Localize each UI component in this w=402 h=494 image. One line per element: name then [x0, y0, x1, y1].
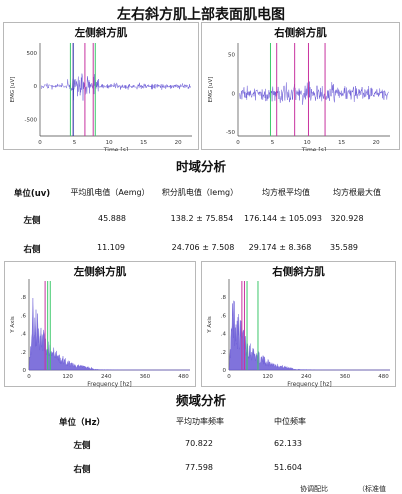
- emg-chart-left: 左侧斜方肌 0 5 10 15 20 500 0 -500 Time [s] EMG [uV]: [3, 22, 199, 151]
- tick-label: EMG [uV]: [208, 77, 214, 103]
- time-domain-heading: 时域分析: [175, 159, 226, 174]
- chart-title: 右侧斜方肌: [274, 27, 327, 39]
- table-cell: 138.2 ± 75.854: [170, 214, 234, 223]
- tick-label: 240: [101, 374, 112, 380]
- chart-title: 左侧斜方肌: [73, 266, 127, 278]
- tick-label: 120: [62, 374, 73, 380]
- tick-label: 15: [338, 140, 345, 146]
- spectrum-area: [28, 297, 190, 371]
- tick-label: 0: [23, 368, 27, 374]
- tick-label: .6: [21, 313, 27, 319]
- tick-label: .8: [21, 295, 27, 301]
- tick-label: Time [s]: [301, 147, 326, 151]
- table-header: 中位频率: [274, 417, 306, 426]
- tick-label: 360: [340, 374, 351, 380]
- page-title: 左右斜方肌上部表面肌电图: [117, 7, 285, 23]
- table-cell: 62.133: [274, 439, 302, 448]
- tick-label: .2: [21, 350, 26, 356]
- table-header: 均方根最大值: [333, 188, 381, 197]
- chart-title: 左侧斜方肌: [74, 27, 128, 39]
- tick-label: 0: [34, 84, 38, 90]
- spectrum-plot-right: 0 120 240 360 480 0 .2 .4 .6 .8 Frequency [hz] Y Ax…: [207, 279, 390, 388]
- chart-title: 右侧斜方肌: [272, 266, 325, 278]
- tick-label: .8: [221, 295, 227, 301]
- table-cell: 11.109: [97, 243, 125, 252]
- emg-chart-right: 右侧斜方肌 0 5 10 15 20 50 0 -50 Time [s] EMG [uV]: [201, 22, 400, 151]
- tick-label: Y Axis: [10, 316, 16, 334]
- tick-label: -50: [226, 130, 235, 136]
- tick-label: 240: [301, 374, 312, 380]
- tick-label: Frequency [hz]: [287, 381, 332, 388]
- tick-label: 10: [106, 140, 113, 146]
- tick-label: 10: [304, 140, 311, 146]
- tick-label: .4: [221, 332, 227, 338]
- table-header: 单位（Hz）: [58, 418, 106, 428]
- tick-label: 480: [378, 374, 389, 380]
- tick-label: .6: [221, 313, 227, 319]
- tick-label: 0: [223, 368, 227, 374]
- tick-label: .2: [221, 350, 226, 356]
- tick-label: -500: [25, 117, 38, 123]
- tick-label: Time [s]: [103, 147, 128, 151]
- frequency-domain-heading: 频域分析: [175, 393, 226, 408]
- tick-label: .4: [21, 332, 27, 338]
- table-header: 单位(uv): [13, 189, 51, 199]
- tick-label: 0: [27, 374, 31, 380]
- table-cell: 35.589: [330, 243, 358, 252]
- tick-label: 5: [271, 140, 275, 146]
- tick-label: 0: [232, 91, 236, 97]
- spectrum-area: [228, 300, 390, 371]
- row-label: 右侧: [23, 245, 41, 255]
- tick-label: Y Axis: [207, 316, 213, 334]
- tick-label: 0: [38, 140, 42, 146]
- spectrum-plot-left: 0 120 240 360 480 0 .2 .4 .6 .8 Frequency [hz] Y Ax…: [10, 279, 190, 388]
- cut-off-text: 协调配比: [300, 485, 328, 493]
- tick-label: 50: [228, 53, 235, 59]
- tick-label: Frequency [hz]: [87, 381, 132, 388]
- table-cell: 70.822: [185, 439, 213, 448]
- table-cell: 29.174 ± 8.368: [248, 243, 312, 252]
- spectrum-chart-left: 左侧斜方肌 0 120 240 360 480 0 .2 .4 .6 .8 Frequency [h…: [4, 261, 196, 388]
- spectrum-chart-right: 右侧斜方肌 0 120 240 360 480 0 .2 .4 .6 .8 Frequency [h…: [201, 261, 396, 388]
- tick-label: EMG [uV]: [10, 77, 16, 103]
- tick-label: 0: [227, 374, 231, 380]
- table-header: 积分肌电值（Iemg）: [161, 188, 239, 197]
- table-cell: 45.888: [98, 214, 126, 223]
- table-header: 均方根平均值: [262, 188, 310, 197]
- tick-label: 20: [373, 140, 380, 146]
- table-cell: 320.928: [330, 214, 364, 223]
- tick-label: 20: [175, 140, 182, 146]
- table-cell: 77.598: [185, 463, 213, 472]
- emg-signal-line: [41, 73, 191, 101]
- cut-off-text: （标准值: [358, 485, 386, 493]
- table-cell: 51.604: [274, 463, 302, 472]
- tick-label: 480: [178, 374, 189, 380]
- row-label: 左侧: [23, 216, 41, 226]
- row-label: 左侧: [73, 441, 91, 451]
- tick-label: 360: [140, 374, 151, 380]
- tick-label: 15: [140, 140, 147, 146]
- tick-label: 500: [27, 51, 38, 57]
- emg-plot-left: 0 5 10 15 20 500 0 -500 Time [s] EMG [uV]: [10, 43, 192, 151]
- table-cell: 24.706 ± 7.508: [171, 243, 235, 252]
- table-header: 平均肌电值（Aemg）: [70, 188, 150, 197]
- tick-label: 0: [236, 140, 240, 146]
- tick-label: 120: [262, 374, 273, 380]
- tick-label: 5: [73, 140, 77, 146]
- row-label: 右侧: [73, 465, 91, 475]
- emg-signal-line: [239, 81, 389, 105]
- table-header: 平均功率频率: [176, 417, 224, 426]
- table-cell: 176.144 ± 105.093: [244, 214, 322, 223]
